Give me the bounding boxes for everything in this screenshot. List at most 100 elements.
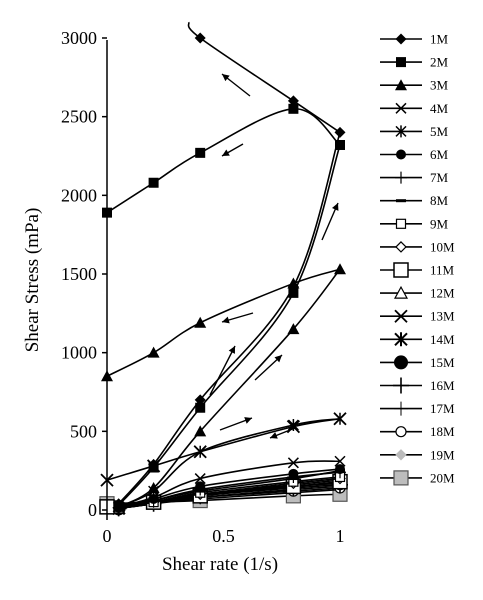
legend-marker xyxy=(396,149,406,160)
legend-marker xyxy=(395,33,407,45)
legend-entry-20M: 20M xyxy=(380,470,455,486)
series-line-down xyxy=(106,268,341,377)
legend-marker xyxy=(395,426,407,438)
data-point xyxy=(194,32,206,44)
series-2M xyxy=(102,103,345,511)
legend-entry-6M: 6M xyxy=(380,147,449,162)
series-3M xyxy=(101,263,346,512)
y-tick-label: 3000 xyxy=(61,28,97,48)
y-tick-label: 1000 xyxy=(61,343,97,363)
direction-arrow xyxy=(221,312,254,324)
data-point xyxy=(147,346,160,358)
data-point xyxy=(148,491,160,503)
y-axis-title: Shear Stress (mPa) xyxy=(22,208,43,353)
x-ticks: 0 0.5 1 xyxy=(103,526,345,546)
data-point xyxy=(148,458,160,470)
legend-marker xyxy=(394,332,408,347)
legend-marker xyxy=(396,57,406,68)
legend-marker xyxy=(394,355,408,370)
legend-label: 16M xyxy=(430,378,455,393)
x-tick-label: 0 xyxy=(103,526,112,546)
y-tick-label: 0 xyxy=(88,500,97,520)
legend-label: 3M xyxy=(430,78,449,93)
legend-label: 6M xyxy=(430,147,449,162)
legend-entry-9M: 9M xyxy=(380,216,449,231)
legend-label: 17M xyxy=(430,401,455,416)
direction-arrows xyxy=(209,73,339,439)
data-point xyxy=(195,481,206,492)
series-line-up xyxy=(118,132,341,505)
data-point xyxy=(287,323,300,335)
data-point xyxy=(335,139,345,150)
direction-arrow xyxy=(254,354,283,381)
legend-marker xyxy=(395,218,407,229)
legend-marker xyxy=(393,470,409,486)
legend-label: 10M xyxy=(430,239,455,254)
data-point xyxy=(194,473,206,485)
data-point xyxy=(194,316,207,328)
direction-arrow xyxy=(221,143,244,157)
data-point xyxy=(335,464,345,475)
data-point xyxy=(194,394,206,406)
legend-label: 19M xyxy=(430,447,455,462)
legend-entry-3M: 3M xyxy=(380,78,449,93)
legend-marker xyxy=(394,401,408,416)
legend-entry-19M: 19M xyxy=(380,447,455,462)
y-tick-label: 2000 xyxy=(61,185,97,205)
y-ticks: 0 500 1000 1500 2000 2500 3000 xyxy=(61,28,107,520)
series-1M xyxy=(113,21,346,510)
legend-entry-15M: 15M xyxy=(380,355,455,370)
legend-entry-10M: 10M xyxy=(380,239,455,254)
legend-marker xyxy=(395,241,407,253)
legend-entry-7M: 7M xyxy=(380,170,449,185)
data-point xyxy=(194,425,207,437)
direction-arrow xyxy=(321,202,339,241)
legend-label: 5M xyxy=(430,124,449,139)
legend-marker xyxy=(394,309,408,323)
legend-marker xyxy=(393,285,409,299)
legend-marker xyxy=(393,262,409,278)
legend-marker xyxy=(395,125,407,138)
direction-arrow xyxy=(209,345,236,396)
x-tick-label: 0.5 xyxy=(212,526,235,546)
legend-label: 11M xyxy=(430,263,455,278)
plot-lines xyxy=(99,21,348,517)
data-point xyxy=(287,281,299,293)
data-point xyxy=(334,126,346,138)
legend-entry-11M: 11M xyxy=(380,262,455,278)
series-line-down xyxy=(187,21,341,134)
data-point xyxy=(288,287,299,298)
x-axis-title: Shear rate (1/s) xyxy=(162,554,278,575)
legend-label: 1M xyxy=(430,32,449,47)
data-point xyxy=(148,177,159,188)
legend-marker xyxy=(395,171,407,184)
legend-entry-17M: 17M xyxy=(380,401,455,416)
data-point xyxy=(287,95,299,107)
x-tick-label: 1 xyxy=(336,526,345,546)
direction-arrow xyxy=(221,73,251,97)
data-point xyxy=(194,445,206,458)
legend-entry-5M: 5M xyxy=(380,124,449,139)
legend-entry-13M: 13M xyxy=(380,309,455,324)
legend-label: 13M xyxy=(430,309,455,324)
data-point xyxy=(113,498,125,510)
legend-label: 8M xyxy=(430,193,449,208)
legend-label: 7M xyxy=(430,170,449,185)
y-tick-label: 500 xyxy=(70,421,97,441)
legend-label: 15M xyxy=(430,355,455,370)
data-point xyxy=(147,481,160,493)
series-line-up xyxy=(118,144,341,506)
legend-entry-12M: 12M xyxy=(380,286,455,301)
legend-entry-2M: 2M xyxy=(380,55,449,70)
data-point xyxy=(334,455,346,467)
legend-entry-8M: 8M xyxy=(380,193,449,208)
data-point xyxy=(287,457,299,469)
legend-entry-18M: 18M xyxy=(380,424,455,439)
legend-entry-4M: 4M xyxy=(380,101,449,116)
legend-marker xyxy=(393,377,409,394)
data-point xyxy=(195,147,206,158)
legend-entry-14M: 14M xyxy=(380,332,455,347)
y-tick-label: 2500 xyxy=(61,107,97,127)
legend-label: 2M xyxy=(430,55,449,70)
direction-arrow xyxy=(219,417,253,431)
